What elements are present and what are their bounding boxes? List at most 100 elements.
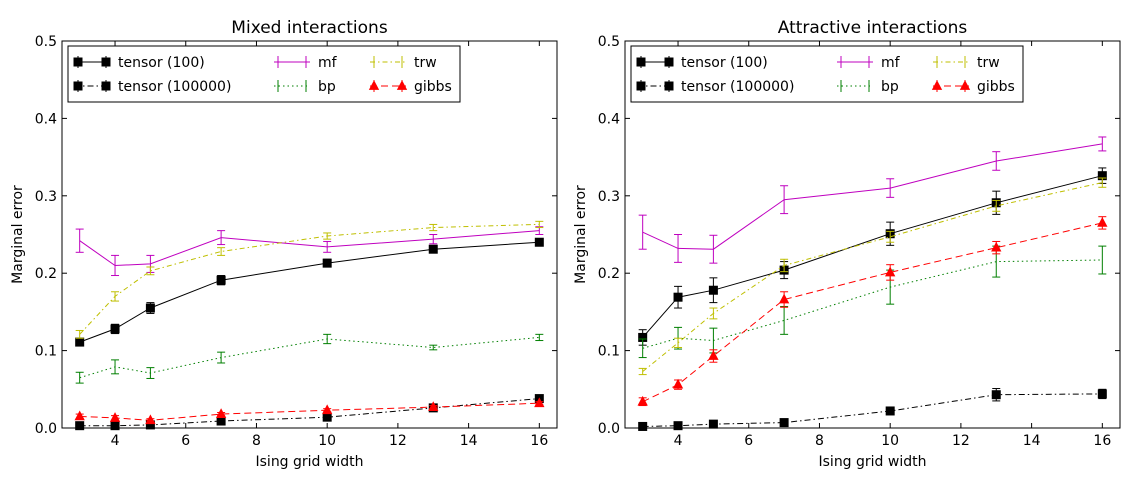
data-point (75, 337, 85, 347)
data-point (708, 285, 718, 295)
chart-panel-1: Mixed interactions 4 6 8 10 12 14 16 0.0 0.1 0.2 0.… (10, 18, 558, 470)
data-point (73, 57, 83, 67)
legend-entry: mf (274, 55, 338, 71)
x-tick-label: 8 (815, 433, 824, 449)
legend-label: mf (881, 55, 901, 71)
data-point (215, 408, 227, 418)
x-tick-label: 16 (530, 433, 548, 449)
legend-label: bp (881, 79, 899, 95)
x-tick-label: 10 (881, 433, 899, 449)
legend-entry: trw (370, 55, 437, 71)
series-mf (638, 136, 1107, 264)
x-tick-label: 10 (318, 433, 336, 449)
x-tick-label: 4 (674, 433, 683, 449)
legend-label: tensor (100) (681, 55, 768, 71)
x-axis-label: Ising grid width (819, 454, 927, 470)
y-tick-label: 0.4 (35, 111, 57, 127)
series-line (79, 223, 540, 335)
series-line (642, 222, 1103, 403)
legend: tensor (100) tensor (100000) mf bp trw gibbs (67, 45, 461, 103)
data-point (636, 57, 646, 67)
data-point (322, 404, 333, 415)
legend-label: trw (414, 55, 437, 71)
data-point (396, 80, 408, 90)
data-point (779, 418, 789, 428)
data-point (145, 414, 156, 425)
legend-entry: gibbs (931, 79, 1015, 95)
y-tick-label: 0.4 (598, 111, 620, 127)
data-point (664, 81, 674, 91)
y-axis-label: Marginal error (10, 185, 26, 284)
legend-entry: mf (837, 55, 901, 71)
data-point (1097, 217, 1108, 227)
y-tick-label: 0.5 (598, 34, 620, 50)
data-point (959, 80, 971, 90)
data-point (101, 81, 111, 91)
legend-label: tensor (100000) (681, 79, 794, 95)
series-bp (638, 245, 1107, 359)
y-tick-label: 0.2 (35, 266, 57, 282)
y-tick-label: 0.0 (35, 421, 57, 437)
chart-panel-2: Attractive interactions 4 6 8 10 12 14 16 0.0 0.1… (573, 18, 1121, 470)
legend-entry: gibbs (368, 79, 452, 95)
legend-label: gibbs (977, 79, 1015, 95)
data-point (145, 303, 155, 313)
data-point (73, 81, 83, 91)
data-point (672, 378, 684, 389)
series-line (79, 336, 540, 379)
legend-label: gibbs (414, 79, 452, 95)
data-point (885, 266, 896, 277)
data-point (216, 416, 226, 426)
x-axis-label: Ising grid width (256, 454, 364, 470)
data-point (534, 237, 544, 247)
data-point (673, 421, 683, 431)
data-point (991, 390, 1001, 400)
data-point (368, 80, 380, 90)
series-line (642, 143, 1103, 250)
legend-label: tensor (100) (118, 55, 205, 71)
data-point (885, 406, 895, 416)
x-tick-label: 6 (744, 433, 753, 449)
series-mf (75, 226, 544, 277)
data-point (109, 412, 121, 422)
series-gibbs (637, 216, 1108, 407)
y-tick-label: 0.0 (598, 421, 620, 437)
plot-frame (61, 40, 558, 429)
legend-box (630, 45, 1024, 103)
y-tick-label: 0.2 (598, 266, 620, 282)
legend-entry: bp (274, 79, 336, 95)
data-point (74, 410, 85, 421)
data-point (1097, 389, 1107, 399)
legend-label: trw (977, 55, 1000, 71)
legend-label: tensor (100000) (118, 79, 231, 95)
legend-box (67, 45, 461, 103)
legend-label: bp (318, 79, 336, 95)
data-point (664, 57, 674, 67)
series-tensor-100000- (638, 388, 1107, 431)
data-point (636, 81, 646, 91)
data-point (75, 421, 85, 431)
x-tick-label: 16 (1093, 433, 1111, 449)
x-tick-label: 4 (111, 433, 120, 449)
series-line (642, 259, 1103, 349)
data-point (428, 401, 439, 412)
data-point (991, 241, 1002, 252)
y-tick-label: 0.1 (598, 344, 620, 360)
legend: tensor (100) tensor (100000) mf bp trw gibbs (630, 45, 1024, 103)
x-tick-label: 6 (181, 433, 190, 449)
data-point (708, 350, 719, 360)
x-tick-label: 14 (1023, 433, 1041, 449)
data-point (638, 421, 648, 431)
x-tick-label: 14 (460, 433, 478, 449)
data-point (322, 258, 332, 268)
data-point (778, 293, 790, 304)
plot-frame (624, 40, 1121, 429)
legend-entry: tensor (100000) (73, 79, 231, 95)
x-tick-label: 12 (952, 433, 970, 449)
x-tick-label: 12 (389, 433, 407, 449)
data-point (322, 412, 332, 422)
legend-label: mf (318, 55, 338, 71)
y-tick-label: 0.5 (35, 34, 57, 50)
series-line (79, 241, 540, 343)
